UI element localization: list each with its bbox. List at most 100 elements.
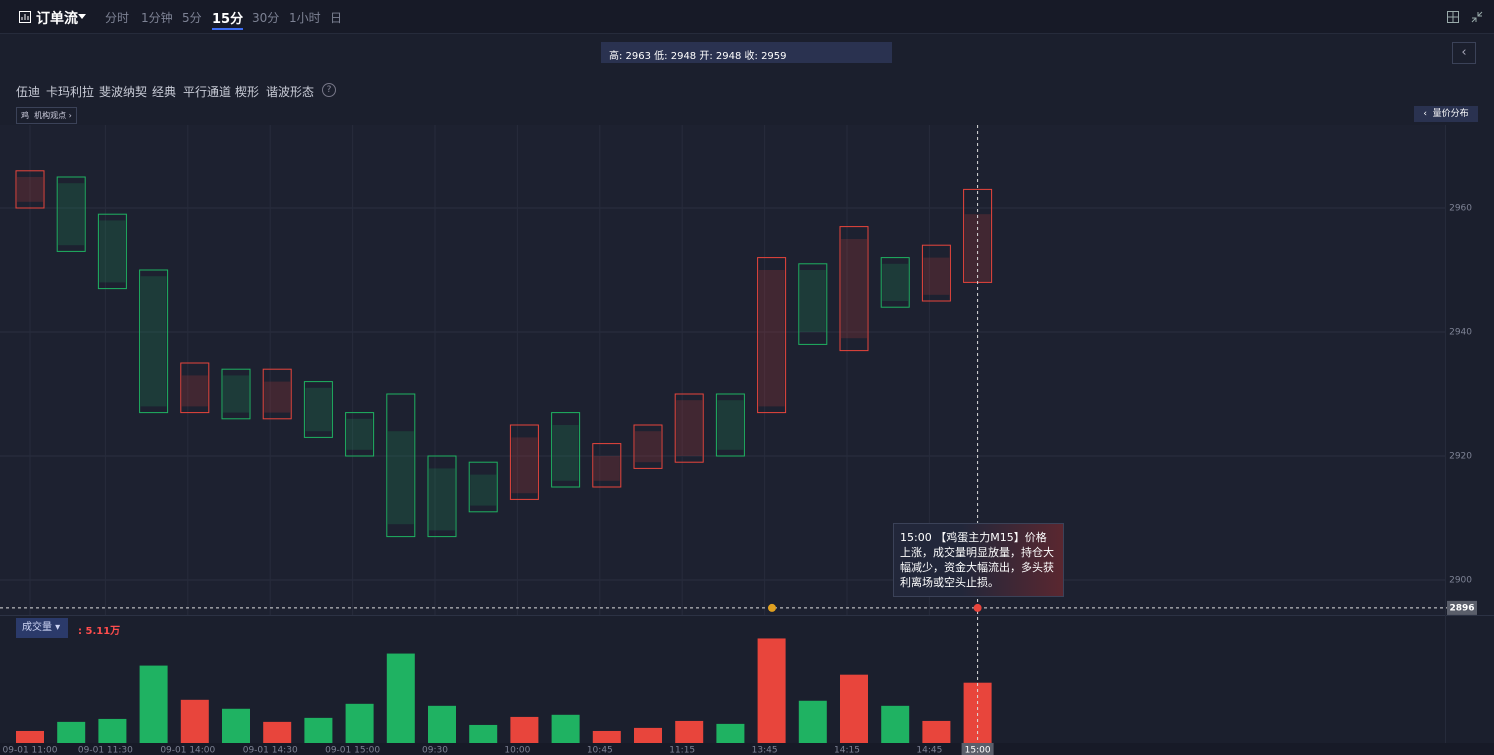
volume-bar [180, 699, 209, 743]
volume-name: 成交量 [22, 622, 52, 633]
candle-range [345, 412, 375, 457]
chart-icon [19, 11, 31, 23]
tab[interactable]: 30分 [252, 11, 280, 25]
tab[interactable]: 15分 [212, 8, 244, 30]
candle-body [676, 400, 703, 456]
volume-bar [98, 718, 127, 743]
candle-body [17, 177, 43, 202]
volume-bar [716, 723, 745, 743]
badge-text: 机构观点 [34, 111, 67, 120]
tool[interactable]: 谐波形态 [266, 85, 315, 99]
candle-range [592, 443, 622, 488]
candle-range [139, 269, 169, 414]
time-axis [0, 743, 1494, 755]
candle-body [841, 239, 867, 339]
tab[interactable]: 1小时 [289, 11, 321, 25]
candle-range [468, 461, 498, 513]
volume-bar [304, 717, 333, 743]
candle-body [346, 418, 373, 450]
volume-value: : 5.11万 [78, 626, 121, 637]
candle-range [551, 412, 581, 488]
candle-body [882, 263, 909, 301]
volume-bar [675, 720, 704, 743]
candle-body [181, 375, 208, 407]
volume-bar [922, 720, 951, 743]
tool[interactable]: 伍迪 [16, 85, 41, 99]
x-tick-label: 13:45 [752, 746, 778, 755]
candle-range [97, 213, 127, 290]
volume-select[interactable]: 成交量 ▾ [16, 618, 68, 638]
candle-body [799, 270, 826, 332]
y-tick-label: 2940 [1449, 328, 1472, 338]
x-tick-label: 10:00 [504, 746, 530, 755]
volume-bar [386, 653, 415, 743]
plot-area [0, 125, 1445, 615]
x-tick-label: 10:45 [587, 746, 613, 755]
tab[interactable]: 分时 [105, 11, 130, 25]
volume-bar [634, 727, 662, 743]
candle-body [140, 276, 167, 407]
y-tick-label: 2900 [1449, 576, 1472, 586]
dropdown-arrow [78, 14, 86, 19]
tab[interactable]: 5分 [182, 11, 202, 25]
candle-body [593, 456, 620, 481]
crosshair-label-bg [1447, 600, 1477, 615]
badge[interactable]: 鸡 机构观点 › [16, 107, 77, 124]
x-tick-label: 15:00 [965, 746, 991, 755]
info-text: 高: 2963 低: 2948 开: 2948 收: 2959 [609, 51, 787, 62]
candle-range [757, 257, 787, 414]
side-button[interactable]: ‹ 量价分布 [1414, 106, 1478, 122]
candle-range [180, 362, 210, 414]
tool[interactable]: 卡玛利拉 [46, 85, 95, 99]
candle-range [880, 257, 910, 308]
candle-range [509, 424, 539, 500]
candle-body [223, 375, 249, 413]
volume-bar [757, 638, 786, 743]
event-marker [973, 603, 982, 612]
info-bar: 高: 2963 低: 2948 开: 2948 收: 2959 [601, 42, 892, 63]
title[interactable]: 订单流 [36, 11, 78, 27]
candle-range [427, 455, 457, 538]
candle-range [262, 368, 292, 420]
x-tick-label: 14:45 [916, 746, 942, 755]
help-icon[interactable]: ? [322, 83, 336, 97]
window-icons[interactable] [1447, 11, 1487, 23]
candle-body [387, 431, 414, 525]
candle-body [511, 437, 538, 494]
candle-body [429, 468, 455, 531]
candle-range [221, 368, 251, 420]
event-marker [768, 603, 776, 612]
x-tick-label: 09-01 15:00 [325, 746, 380, 755]
volume-bar [345, 703, 374, 743]
tool[interactable]: 斐波纳契 [99, 85, 148, 99]
tool[interactable]: 平行通道 [183, 85, 232, 99]
volume-bar [428, 705, 456, 743]
tab[interactable]: 日 [330, 11, 343, 25]
y-tick-label: 2920 [1449, 452, 1472, 462]
x-tick-label: 09-01 11:30 [78, 746, 133, 755]
tab[interactable]: 1分钟 [141, 11, 173, 25]
x-tick-label: 14:15 [834, 746, 860, 755]
candle-range [798, 263, 828, 345]
candle-range [386, 393, 416, 538]
candle-body [964, 214, 991, 283]
tool[interactable]: 楔形 [235, 85, 260, 99]
side-button-text: 量价分布 [1432, 109, 1469, 119]
x-tick-label: 09-01 14:00 [160, 746, 215, 755]
tool[interactable]: 经典 [152, 85, 177, 99]
top-bar: 订单流 分时 1分钟 5分 15分 30分 1小时日 [0, 0, 1494, 34]
collapse-button[interactable]: ‹ [1452, 42, 1476, 64]
x-tick-label: 11:15 [669, 746, 695, 755]
candle-body [305, 387, 332, 432]
tooltip: 15:00 【鸡蛋主力M15】价格上涨，成交量明显放量，持仓大幅减少，资金大幅流… [893, 523, 1064, 597]
volume-bar [551, 714, 580, 743]
volume-bar [222, 708, 250, 743]
volume-bar [592, 730, 621, 743]
tooltip-text: 【鸡蛋主力M15】价格上涨，成交量明显放量，持仓大幅减少，资金大幅流出，多头获利… [900, 531, 1054, 589]
x-tick-label: 09-01 14:30 [243, 746, 298, 755]
tooltip-time: 15:00 [900, 531, 932, 544]
candle-body [758, 270, 785, 407]
candle-body [58, 183, 85, 246]
